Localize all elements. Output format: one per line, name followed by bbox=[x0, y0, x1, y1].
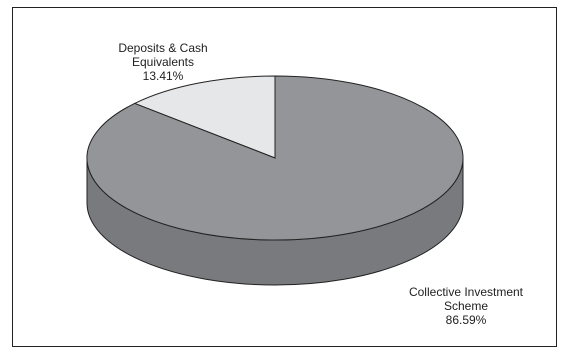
slice-label-cis-value: 86.59% bbox=[445, 313, 487, 327]
slice-label-deposits: Deposits & Cash Equivalents 13.41% bbox=[103, 41, 223, 83]
pie-chart bbox=[86, 75, 464, 286]
pie-slice-1 bbox=[86, 75, 464, 241]
slice-label-deposits-line1: Deposits & Cash bbox=[118, 41, 208, 55]
slice-label-cis-line1: Collective Investment bbox=[408, 285, 524, 299]
pie-slice-0 bbox=[133, 75, 276, 159]
slice-label-deposits-line2: Equivalents bbox=[131, 55, 195, 69]
slice-label-cis-line2: Scheme bbox=[443, 299, 489, 313]
chart-frame: Deposits & Cash Equivalents 13.41% Colle… bbox=[12, 7, 557, 347]
slice-label-deposits-value: 13.41% bbox=[142, 69, 184, 83]
slice-label-cis: Collective Investment Scheme 86.59% bbox=[391, 285, 541, 327]
